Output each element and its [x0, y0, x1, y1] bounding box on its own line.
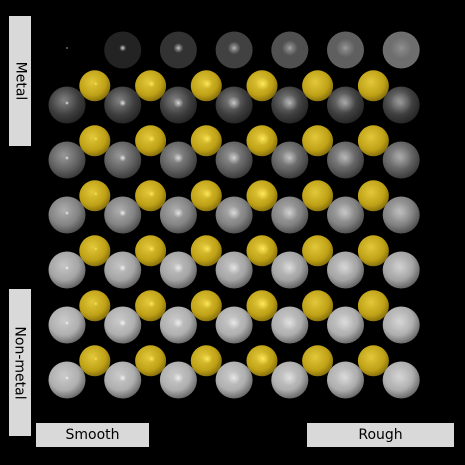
specular-highlight	[119, 154, 127, 162]
gold-sphere-highlight	[93, 191, 98, 196]
gold-sphere-highlight	[202, 243, 213, 254]
gold-sphere	[357, 290, 389, 322]
gold-sphere-highlight	[256, 187, 270, 201]
gold-sphere	[357, 235, 389, 267]
specular-highlight	[336, 258, 355, 278]
gold-sphere-layer	[79, 70, 389, 377]
gold-sphere	[302, 180, 334, 212]
gold-sphere	[79, 345, 111, 377]
specular-highlight	[173, 208, 184, 218]
gold-sphere-highlight	[148, 190, 156, 198]
specular-highlight	[119, 264, 127, 272]
gold-sphere-highlight	[93, 356, 98, 361]
non-metal-axis-label: Non-metal	[9, 289, 31, 436]
specular-highlight	[119, 99, 127, 107]
specular-highlight	[227, 316, 241, 330]
gold-sphere	[79, 180, 111, 212]
gold-sphere-highlight	[148, 245, 156, 253]
specular-highlight	[390, 257, 413, 279]
specular-highlight	[119, 374, 127, 382]
gold-sphere	[357, 70, 389, 102]
specular-highlight	[119, 209, 127, 217]
gold-sphere-highlight	[93, 301, 98, 306]
specular-highlight	[173, 318, 184, 328]
gold-sphere-highlight	[256, 242, 270, 256]
gold-sphere-highlight	[202, 133, 213, 144]
specular-highlight	[281, 370, 298, 386]
specular-highlight	[336, 93, 355, 113]
gold-sphere	[357, 180, 389, 212]
gold-sphere	[302, 70, 334, 102]
specular-highlight	[173, 98, 184, 108]
gold-sphere-highlight	[256, 132, 270, 146]
gold-sphere	[79, 290, 111, 322]
specular-highlight	[336, 148, 355, 168]
gold-sphere-highlight	[256, 77, 270, 91]
specular-highlight	[336, 38, 355, 58]
gold-sphere-highlight	[148, 300, 156, 308]
gold-sphere-highlight	[202, 188, 213, 199]
gold-sphere-highlight	[202, 298, 213, 309]
specular-highlight	[390, 92, 413, 114]
specular-highlight	[390, 202, 413, 224]
gold-sphere-highlight	[202, 78, 213, 89]
specular-highlight	[65, 211, 69, 215]
specular-highlight	[173, 153, 184, 163]
grey-sphere-layer	[48, 31, 420, 399]
gold-sphere-highlight	[148, 135, 156, 143]
gold-sphere-highlight	[148, 80, 156, 88]
smooth-axis-label: Smooth	[36, 423, 149, 447]
specular-highlight	[65, 266, 69, 270]
gold-sphere-highlight	[256, 352, 270, 366]
specular-highlight	[173, 43, 184, 53]
specular-highlight	[119, 319, 127, 327]
gold-sphere-highlight	[148, 355, 156, 363]
specular-highlight	[390, 147, 413, 169]
specular-highlight	[65, 46, 69, 50]
gold-sphere	[357, 125, 389, 157]
specular-highlight	[390, 367, 413, 389]
gold-sphere	[302, 125, 334, 157]
specular-highlight	[65, 321, 69, 325]
gold-sphere	[79, 125, 111, 157]
specular-highlight	[281, 260, 298, 276]
gold-sphere-highlight	[93, 136, 98, 141]
gold-sphere	[302, 235, 334, 267]
specular-highlight	[281, 95, 298, 111]
gold-sphere-highlight	[256, 297, 270, 311]
specular-highlight	[227, 261, 241, 275]
specular-highlight	[336, 203, 355, 223]
specular-highlight	[227, 206, 241, 220]
specular-highlight	[65, 376, 69, 380]
gold-sphere	[302, 345, 334, 377]
gold-sphere-highlight	[93, 81, 98, 86]
gold-sphere	[79, 235, 111, 267]
rough-axis-label: Rough	[307, 423, 454, 447]
specular-highlight	[173, 373, 184, 383]
specular-highlight	[281, 205, 298, 221]
gold-sphere	[302, 290, 334, 322]
specular-highlight	[336, 368, 355, 388]
gold-sphere-highlight	[93, 246, 98, 251]
specular-highlight	[173, 263, 184, 273]
specular-highlight	[281, 150, 298, 166]
specular-highlight	[227, 96, 241, 110]
specular-highlight	[119, 44, 127, 52]
metal-axis-label: Metal	[9, 16, 31, 146]
specular-highlight	[336, 313, 355, 333]
specular-highlight	[281, 315, 298, 331]
gold-sphere	[79, 70, 111, 102]
specular-highlight	[227, 151, 241, 165]
specular-highlight	[227, 371, 241, 385]
specular-highlight	[65, 101, 69, 105]
specular-highlight	[65, 156, 69, 160]
gold-sphere-highlight	[202, 353, 213, 364]
specular-highlight	[390, 312, 413, 334]
specular-highlight	[390, 37, 413, 59]
gold-sphere	[357, 345, 389, 377]
specular-highlight	[227, 41, 241, 55]
specular-highlight	[281, 40, 298, 56]
